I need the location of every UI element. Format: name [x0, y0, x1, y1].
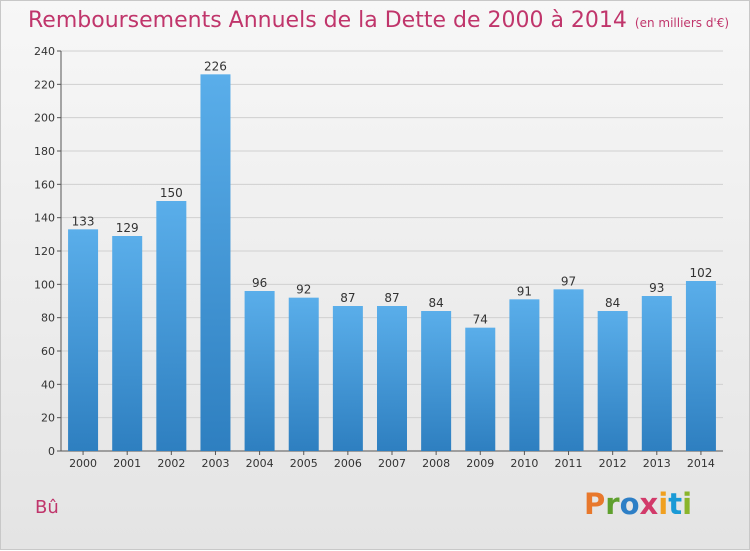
title-text: Remboursements Annuels de la Dette de 20… [28, 8, 627, 33]
data-label: 84 [605, 296, 620, 310]
y-tick-label: 200 [34, 112, 55, 125]
proxiti-logo: Proxiti [584, 487, 692, 521]
data-label: 96 [252, 276, 267, 290]
bar-2001 [112, 236, 143, 451]
bar-2004 [244, 291, 275, 451]
logo-letter: i [658, 487, 669, 521]
data-labels: 133 129 150 226 96 92 87 87 84 74 91 97 84 93 102 [72, 59, 713, 326]
chart-subtitle: (en milliers d'€) [634, 16, 730, 30]
data-label: 93 [649, 281, 664, 295]
bar-2002 [156, 201, 187, 451]
x-tick-label: 2008 [422, 457, 450, 470]
data-label: 102 [689, 266, 712, 280]
y-tick-label: 60 [41, 345, 55, 358]
data-label: 84 [428, 296, 443, 310]
y-tick-label: 140 [34, 212, 55, 225]
bars [68, 74, 716, 451]
bar-2006 [332, 306, 363, 451]
data-label: 226 [204, 59, 227, 73]
y-tick-label: 100 [34, 278, 55, 291]
y-tick-label: 20 [41, 412, 55, 425]
x-tick-label: 2014 [687, 457, 715, 470]
logo-letter: i [682, 487, 693, 521]
y-tick-label: 80 [41, 312, 55, 325]
logo-letter: x [639, 487, 659, 521]
x-tick-label: 2001 [113, 457, 141, 470]
y-tick-label: 120 [34, 245, 55, 258]
x-tick-label: 2003 [201, 457, 229, 470]
chart-title: Remboursements Annuels de la Dette de 20… [28, 8, 729, 33]
data-label: 129 [116, 221, 139, 235]
data-label: 150 [160, 186, 183, 200]
y-tick-label: 40 [41, 378, 55, 391]
data-label: 87 [384, 291, 399, 305]
x-tick-label: 2002 [157, 457, 185, 470]
bar-2000 [68, 229, 99, 451]
data-label: 74 [473, 313, 488, 327]
data-label: 91 [517, 284, 532, 298]
data-label: 97 [561, 274, 576, 288]
y-tick-label: 220 [34, 78, 55, 91]
x-tick-label: 2011 [555, 457, 583, 470]
bar-2014 [685, 281, 716, 451]
bar-2013 [641, 296, 672, 451]
x-tick-label: 2007 [378, 457, 406, 470]
y-tick-label: 180 [34, 145, 55, 158]
bar-2008 [421, 311, 452, 451]
x-tick-label: 2004 [246, 457, 274, 470]
y-tick-label: 160 [34, 178, 55, 191]
bar-2005 [288, 297, 319, 451]
bar-2012 [597, 311, 628, 451]
x-tick-label: 2005 [290, 457, 318, 470]
x-tick-label: 2013 [643, 457, 671, 470]
bar-2011 [553, 289, 584, 451]
y-tick-label: 240 [34, 45, 55, 58]
logo-letter: r [605, 487, 620, 521]
bar-2007 [377, 306, 407, 451]
logo-letter: P [584, 487, 606, 521]
data-label: 133 [72, 214, 95, 228]
bar-2010 [509, 299, 540, 451]
x-tick-label: 2010 [510, 457, 538, 470]
x-tick-label: 2012 [599, 457, 627, 470]
bar-2009 [465, 327, 496, 451]
data-label: 92 [296, 283, 311, 297]
x-tick-label: 2009 [466, 457, 494, 470]
y-tick-label: 0 [48, 445, 55, 458]
x-tick-label: 2000 [69, 457, 97, 470]
logo-letter: o [619, 487, 640, 521]
data-label: 87 [340, 291, 355, 305]
bar-2003 [200, 74, 231, 451]
x-tick-label: 2006 [334, 457, 362, 470]
x-axis: 2000 2001 2002 2003 2004 2005 2006 2007 2008 2009… [69, 451, 715, 470]
commune-name: Bû [35, 497, 59, 518]
logo-letter: t [668, 487, 683, 521]
